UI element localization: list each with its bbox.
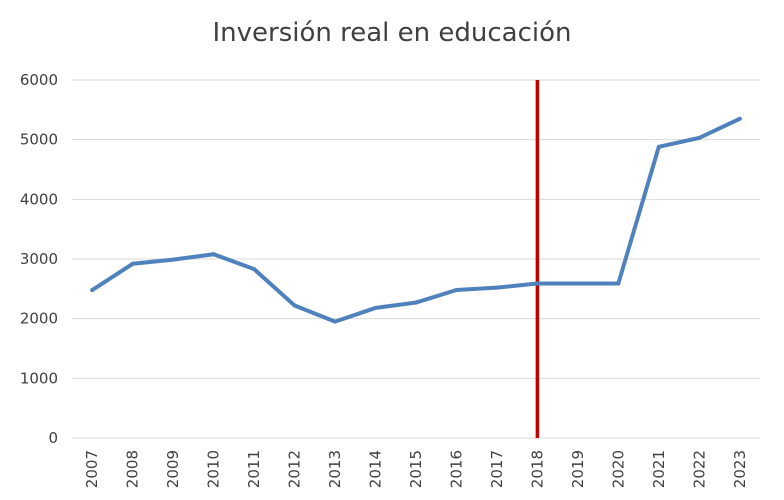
data-point: [130, 261, 135, 266]
x-tick-label: 2007: [83, 450, 101, 488]
data-point: [90, 288, 95, 293]
data-point: [252, 267, 257, 272]
y-tick-label: 0: [48, 429, 58, 447]
x-tick-label: 2021: [650, 450, 668, 488]
x-tick-label: 2016: [447, 450, 465, 488]
x-tick-label: 2020: [609, 450, 627, 488]
data-point: [333, 319, 338, 324]
y-tick-label: 4000: [20, 190, 58, 208]
x-tick-label: 2010: [205, 450, 223, 488]
y-axis-ticks: 0 1000 2000 3000 4000 5000 6000: [20, 71, 58, 447]
x-tick-label: 2019: [569, 450, 587, 488]
data-point: [697, 135, 702, 140]
x-tick-label: 2017: [488, 450, 506, 488]
data-point: [656, 144, 661, 149]
x-tick-label: 2015: [407, 450, 425, 488]
y-tick-label: 6000: [20, 71, 58, 89]
data-point: [373, 305, 378, 310]
y-tick-label: 1000: [20, 369, 58, 387]
data-point: [494, 285, 499, 290]
data-point: [211, 252, 216, 257]
x-tick-label: 2008: [124, 450, 142, 488]
data-point: [292, 303, 297, 308]
data-point: [171, 257, 176, 262]
y-tick-label: 5000: [20, 131, 58, 149]
data-point: [414, 300, 418, 305]
x-tick-label: 2012: [286, 450, 304, 488]
x-tick-label: 2014: [367, 450, 385, 488]
x-tick-label: 2023: [731, 450, 749, 488]
x-tick-label: 2018: [528, 450, 546, 488]
data-point: [535, 281, 540, 286]
x-tick-label: 2013: [326, 450, 344, 488]
x-tick-label: 2022: [690, 450, 708, 488]
x-axis-ticks: 2007 2008 2009 2010 2011 2012 2013 2014 2015 2016…: [83, 450, 749, 488]
x-tick-label: 2011: [245, 450, 263, 488]
x-tick-label: 2009: [164, 450, 182, 488]
chart-title: Inversión real en educación: [212, 18, 572, 48]
data-point: [575, 281, 580, 286]
data-point: [737, 116, 742, 121]
data-point: [616, 281, 621, 286]
y-tick-label: 2000: [20, 310, 58, 328]
y-tick-label: 3000: [20, 250, 58, 268]
data-point: [454, 288, 459, 293]
series: [90, 116, 742, 324]
series-line: [90, 116, 742, 324]
